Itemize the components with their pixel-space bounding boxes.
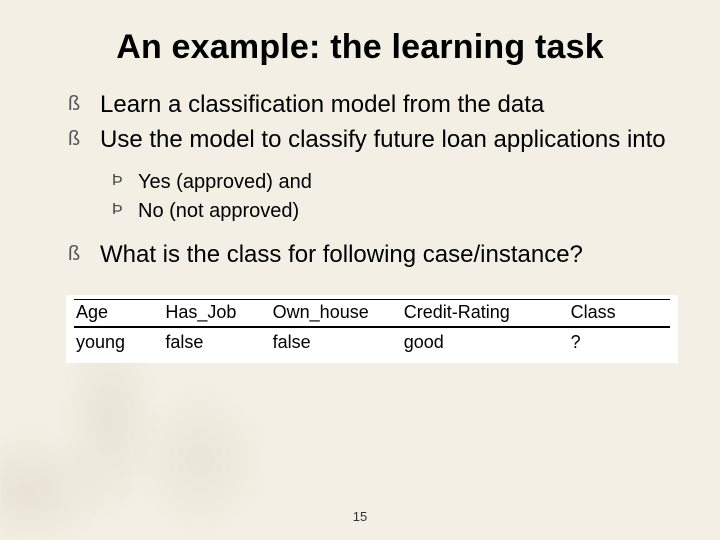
slide-title: An example: the learning task bbox=[48, 28, 672, 67]
bullet-list-level2: Yes (approved) and No (not approved) bbox=[112, 169, 672, 225]
table-cell: young bbox=[74, 327, 163, 355]
table-header-row: Age Has_Job Own_house Credit-Rating Clas… bbox=[74, 300, 670, 328]
bullet-sub-item: No (not approved) bbox=[112, 198, 672, 225]
example-table: Age Has_Job Own_house Credit-Rating Clas… bbox=[74, 299, 670, 355]
bullet-item: Use the model to classify future loan ap… bbox=[68, 124, 672, 156]
table-cell: ? bbox=[569, 327, 670, 355]
table-cell: false bbox=[163, 327, 270, 355]
table-header-cell: Credit-Rating bbox=[402, 300, 569, 328]
bullet-list-level1-bottom: What is the class for following case/ins… bbox=[68, 239, 672, 271]
bullet-item: What is the class for following case/ins… bbox=[68, 239, 672, 271]
bullet-item: Learn a classification model from the da… bbox=[68, 89, 672, 121]
table-header-cell: Own_house bbox=[271, 300, 402, 328]
page-number: 15 bbox=[0, 509, 720, 524]
table-cell: good bbox=[402, 327, 569, 355]
bullet-list-level1-top: Learn a classification model from the da… bbox=[68, 89, 672, 155]
table-header-cell: Has_Job bbox=[163, 300, 270, 328]
slide-container: An example: the learning task Learn a cl… bbox=[0, 0, 720, 540]
example-table-container: Age Has_Job Own_house Credit-Rating Clas… bbox=[66, 295, 678, 363]
table-cell: false bbox=[271, 327, 402, 355]
bullet-sub-item: Yes (approved) and bbox=[112, 169, 672, 196]
table-header-cell: Class bbox=[569, 300, 670, 328]
table-row: young false false good ? bbox=[74, 327, 670, 355]
table-header-cell: Age bbox=[74, 300, 163, 328]
